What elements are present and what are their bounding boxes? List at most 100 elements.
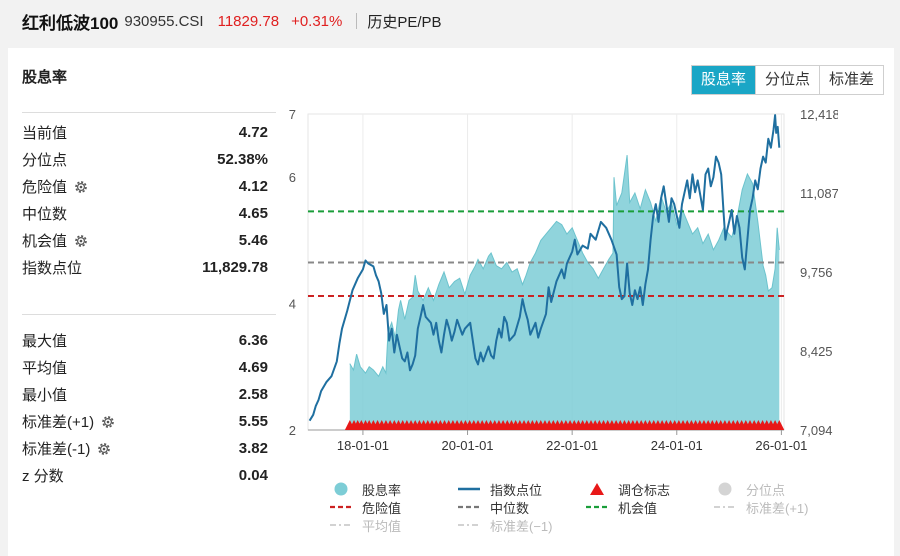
stat-label-text: 标准差(-1) xyxy=(22,441,91,458)
legend-item[interactable]: 标准差(−1) xyxy=(456,516,584,535)
stats-divider-middle xyxy=(22,314,276,315)
gear-icon[interactable] xyxy=(73,233,89,249)
legend-symbol-icon xyxy=(456,484,482,494)
y-left-tick-label: 6 xyxy=(289,170,296,185)
legend-item[interactable]: 机会值 xyxy=(584,498,712,517)
legend-symbol-icon xyxy=(584,502,610,512)
y-left-tick-label: 4 xyxy=(289,297,296,312)
stat-label: 最小值 xyxy=(22,384,67,405)
stats-divider-top xyxy=(22,112,276,113)
stat-value: 4.72 xyxy=(238,124,268,141)
index-name: 红利低波100 xyxy=(22,13,119,33)
stat-row: 中位数 4.65 xyxy=(22,200,268,227)
legend-item[interactable]: 中位数 xyxy=(456,498,584,517)
x-tick-label: 22-01-01 xyxy=(546,438,598,453)
legend-label: 分位点 xyxy=(746,482,786,498)
stat-label-text: 当前值 xyxy=(22,125,68,142)
series-index-level-line xyxy=(308,114,781,422)
stat-value: 4.65 xyxy=(238,205,268,222)
stat-row: 最小值 2.58 xyxy=(22,381,268,408)
legend-item[interactable]: 分位点 xyxy=(712,480,840,499)
stat-row: 标准差(+1) 5.55 xyxy=(22,408,268,435)
y-left-tick-label: 7 xyxy=(289,107,296,122)
stat-label-text: 最大值 xyxy=(22,333,68,350)
stat-row: 分位点 52.38% xyxy=(22,146,268,173)
gear-icon[interactable] xyxy=(73,179,89,195)
stats-history: 最大值 6.36 平均值 4.69 最小值 2.58 标准差(+1) 5.55 标准差(-1) 3… xyxy=(22,327,268,489)
legend-label: 机会值 xyxy=(618,500,658,516)
y-right-tick-label: 8,425 xyxy=(800,344,833,359)
stat-value: 2.58 xyxy=(238,386,268,403)
stat-value: 5.55 xyxy=(238,413,268,430)
chart-legend: 股息率 指数点位 调仓标志 分位点危险值 中位数 机会值 标准差(+1) 平均值 标准差(−1) xyxy=(328,480,848,534)
dividend-yield-chart: 18-01-01 20-01-01 22-01-01 24-01-01 26-01-01… xyxy=(289,107,838,453)
stat-value: 3.82 xyxy=(238,440,268,457)
header-divider xyxy=(356,13,358,29)
gear-icon[interactable] xyxy=(100,414,116,430)
dividend-yield-card: 股息率 股息率 分位点 标准差 当前值 4.72 分位点 52.38% 危险值 4.12 中… xyxy=(8,48,894,556)
legend-label: 危险值 xyxy=(362,500,402,516)
x-tick-label: 26-01-01 xyxy=(755,438,807,453)
x-tick-label: 18-01-01 xyxy=(337,438,389,453)
history-pe-pb-link[interactable]: 历史PE/PB xyxy=(367,13,442,31)
stat-value: 0.04 xyxy=(238,467,268,484)
legend-item[interactable]: 股息率 xyxy=(328,480,456,499)
legend-label: 标准差(−1) xyxy=(490,518,553,534)
legend-item[interactable]: 调仓标志 xyxy=(584,480,712,499)
card-title: 股息率 xyxy=(22,69,68,86)
stat-label-text: 指数点位 xyxy=(22,260,83,277)
legend-label: 中位数 xyxy=(490,500,530,516)
legend-label: 股息率 xyxy=(362,482,402,498)
legend-label: 标准差(+1) xyxy=(746,500,809,516)
stat-label: z 分数 xyxy=(22,465,64,486)
legend-label: 指数点位 xyxy=(490,482,543,498)
legend-symbol-icon xyxy=(328,481,354,497)
index-header: 红利低波100 930955.CSI 11829.78 +0.31% 历史PE/… xyxy=(0,0,900,42)
legend-symbol-icon xyxy=(328,502,354,512)
stat-label-text: 分位点 xyxy=(22,152,68,169)
legend-item[interactable]: 标准差(+1) xyxy=(712,498,840,517)
legend-label: 调仓标志 xyxy=(618,482,671,498)
stat-row: 平均值 4.69 xyxy=(22,354,268,381)
legend-symbol-icon xyxy=(712,502,738,512)
tab-percentile[interactable]: 分位点 xyxy=(754,66,819,94)
stat-label-text: 最小值 xyxy=(22,387,68,404)
stat-label: 最大值 xyxy=(22,330,67,351)
stat-row: 危险值 4.12 xyxy=(22,173,268,200)
stat-row: z 分数 0.04 xyxy=(22,462,268,489)
stat-label: 机会值 xyxy=(22,230,89,251)
stat-value: 11,829.78 xyxy=(202,259,268,276)
legend-symbol-icon xyxy=(712,481,738,497)
stat-label: 当前值 xyxy=(22,122,67,143)
stat-label: 标准差(-1) xyxy=(22,438,112,459)
stat-label-text: 危险值 xyxy=(22,179,68,196)
index-change: +0.31% xyxy=(291,12,343,30)
stat-label: 分位点 xyxy=(22,149,67,170)
stat-row: 最大值 6.36 xyxy=(22,327,268,354)
stat-label-text: 平均值 xyxy=(22,360,68,377)
stat-row: 机会值 5.46 xyxy=(22,227,268,254)
x-tick-label: 20-01-01 xyxy=(442,438,494,453)
stat-value: 52.38% xyxy=(217,151,268,168)
tab-dividend-yield[interactable]: 股息率 xyxy=(691,66,755,94)
stats-current: 当前值 4.72 分位点 52.38% 危险值 4.12 中位数 4.65 机会值 5.46 指数点… xyxy=(22,119,268,281)
stat-label: 指数点位 xyxy=(22,257,82,278)
stat-value: 6.36 xyxy=(238,332,268,349)
index-code: 930955.CSI xyxy=(124,12,204,30)
legend-item[interactable]: 危险值 xyxy=(328,498,456,517)
y-left-tick-label: 2 xyxy=(289,423,296,438)
series-dividend-yield-area xyxy=(349,155,780,430)
stat-label-text: 标准差(+1) xyxy=(22,414,95,431)
view-tabs: 股息率 分位点 标准差 xyxy=(690,65,884,95)
gear-icon[interactable] xyxy=(96,441,112,457)
legend-item[interactable]: 指数点位 xyxy=(456,480,584,499)
legend-symbol-icon xyxy=(584,483,610,495)
legend-symbol-icon xyxy=(456,502,482,512)
legend-item[interactable]: 平均值 xyxy=(328,516,456,535)
stat-label: 平均值 xyxy=(22,357,67,378)
stat-label: 标准差(+1) xyxy=(22,411,116,432)
stat-value: 4.12 xyxy=(238,178,268,195)
tab-std-dev[interactable]: 标准差 xyxy=(818,66,883,94)
y-right-tick-label: 12,418 xyxy=(800,107,838,122)
legend-label: 平均值 xyxy=(362,518,402,534)
